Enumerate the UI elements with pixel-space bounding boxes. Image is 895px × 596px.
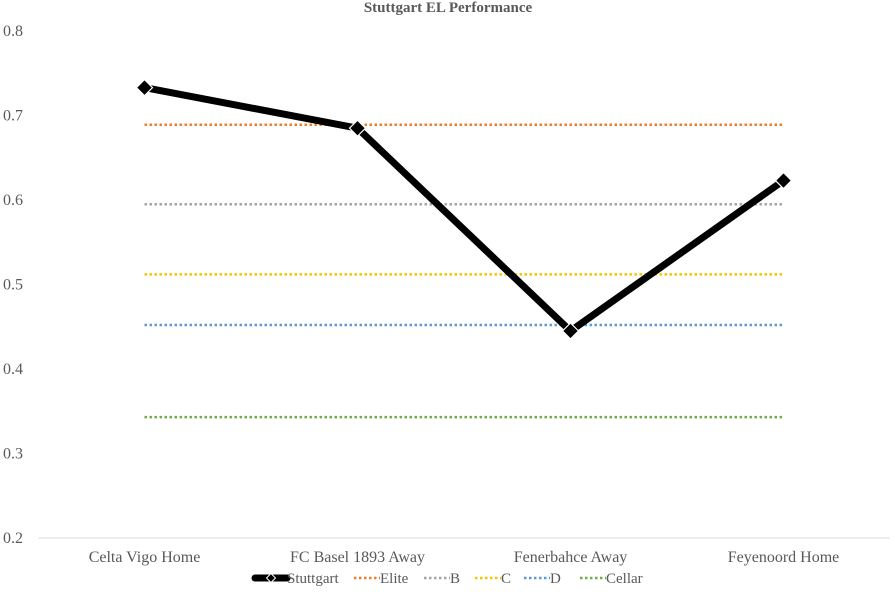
x-axis: Celta Vigo Home FC Basel 1893 Away Fenerba… bbox=[89, 549, 840, 566]
y-tick-label: 0.8 bbox=[3, 23, 23, 40]
y-tick-label: 0.4 bbox=[3, 361, 23, 378]
legend: Stuttgart Elite B C D Cellar bbox=[251, 571, 643, 587]
x-tick-label: FC Basel 1893 Away bbox=[290, 549, 425, 566]
x-tick-label: Feyenoord Home bbox=[728, 549, 840, 566]
legend-label: Cellar bbox=[606, 571, 643, 587]
x-tick-label: Fenerbahce Away bbox=[514, 549, 628, 566]
legend-item-stuttgart: Stuttgart bbox=[251, 571, 339, 587]
data-point-marker bbox=[561, 322, 580, 340]
legend-label: C bbox=[501, 571, 511, 587]
legend-item-elite: Elite bbox=[354, 571, 409, 587]
plot-area bbox=[135, 78, 793, 419]
legend-label: B bbox=[450, 571, 460, 587]
y-tick-label: 0.2 bbox=[3, 530, 23, 547]
legend-item-d: D bbox=[524, 571, 561, 587]
legend-marker bbox=[265, 572, 277, 584]
data-point-marker bbox=[774, 171, 793, 190]
y-tick-label: 0.5 bbox=[3, 277, 23, 294]
legend-item-cellar: Cellar bbox=[580, 571, 643, 587]
y-axis: 0.2 0.3 0.4 0.5 0.6 0.7 0.8 bbox=[3, 23, 23, 547]
x-tick-label: Celta Vigo Home bbox=[89, 549, 201, 566]
y-tick-label: 0.6 bbox=[3, 192, 23, 209]
y-tick-label: 0.3 bbox=[3, 446, 23, 463]
legend-item-b: B bbox=[424, 571, 460, 587]
legend-label: Elite bbox=[380, 571, 409, 587]
legend-label: Stuttgart bbox=[287, 571, 339, 587]
data-point-marker bbox=[135, 78, 154, 97]
chart-title: Stuttgart EL Performance bbox=[364, 0, 533, 16]
legend-item-c: C bbox=[475, 571, 511, 587]
series-line-stuttgart bbox=[141, 84, 787, 335]
legend-label: D bbox=[550, 571, 561, 587]
y-tick-label: 0.7 bbox=[3, 108, 23, 125]
data-point-marker bbox=[348, 119, 367, 138]
